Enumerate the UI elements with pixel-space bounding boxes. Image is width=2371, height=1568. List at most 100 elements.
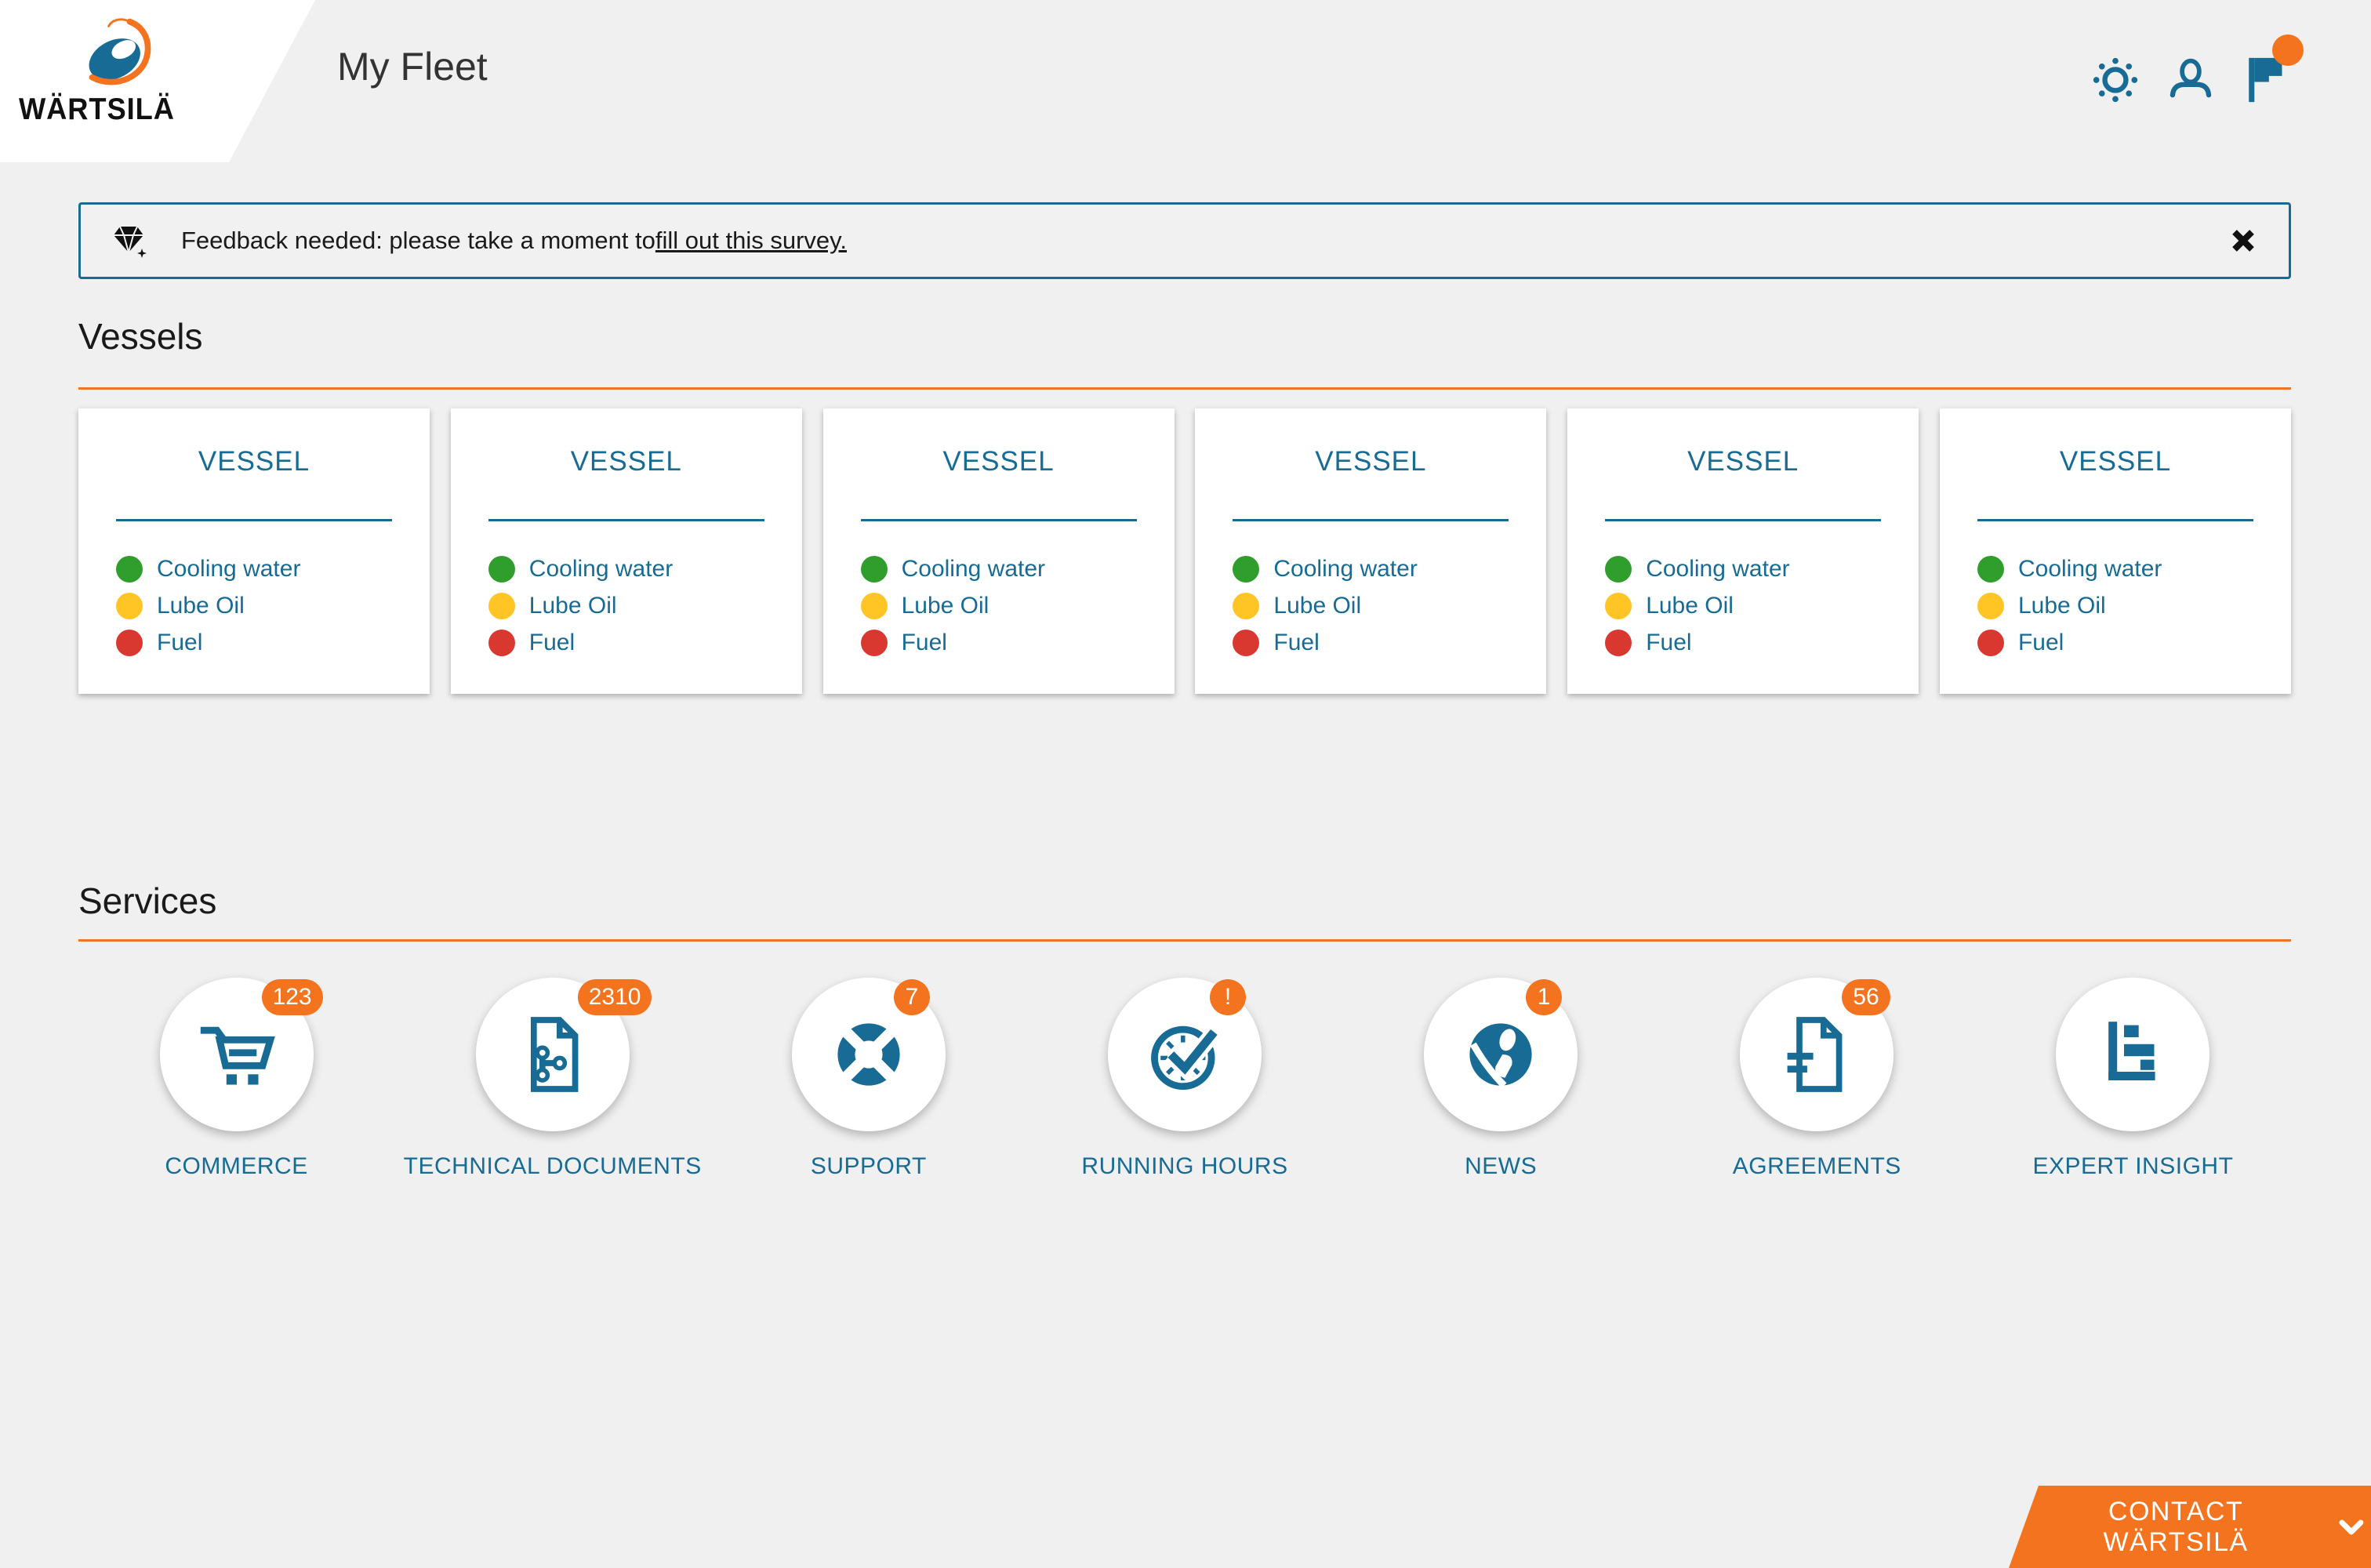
user-icon — [2169, 58, 2212, 98]
vessel-divider — [1233, 519, 1509, 521]
notification-dot-badge — [2272, 34, 2304, 66]
services-heading: Services — [78, 880, 217, 921]
vessel-card[interactable]: VESSEL Cooling water Lube Oil Fuel — [1939, 408, 2291, 694]
status-dot-fuel — [116, 630, 143, 656]
status-dot-lube-oil — [1605, 593, 1632, 619]
banner-message: Feedback needed: please take a moment to — [181, 227, 655, 254]
contact-wartsila-button[interactable]: CONTACT WÄRTSILÄ — [2009, 1486, 2371, 1568]
vessels-heading: Vessels — [78, 316, 203, 357]
service-label: TECHNICAL DOCUMENTS — [403, 1153, 702, 1179]
vessel-title: VESSEL — [1687, 446, 1799, 477]
services-rule — [78, 939, 2291, 942]
gantt-chart-icon — [2108, 1022, 2156, 1080]
brand-logo[interactable]: WÄRTSILÄ — [0, 0, 315, 162]
status-row: Lube Oil — [1233, 593, 1546, 619]
header-toolbar — [2090, 34, 2304, 105]
service-item-commerce[interactable]: 123 COMMERCE — [78, 978, 394, 1180]
status-dot-lube-oil — [860, 593, 888, 619]
status-dot-fuel — [1977, 630, 2004, 656]
status-dot-fuel — [488, 630, 515, 656]
wartsila-swirl-icon — [89, 18, 151, 85]
status-label: Lube Oil — [528, 593, 617, 619]
vessel-card[interactable]: VESSEL Cooling water Lube Oil Fuel — [78, 408, 430, 694]
status-label: Fuel — [1646, 630, 1692, 655]
vessel-card[interactable]: VESSEL Cooling water Lube Oil Fuel — [1195, 408, 1547, 694]
service-item-expert-insight[interactable]: EXPERT INSIGHT — [1975, 978, 2291, 1180]
service-item-running-hours[interactable]: ! RUNNING HOURS — [1026, 978, 1342, 1180]
vessel-title: VESSEL — [942, 446, 1055, 477]
brand-wordmark: WÄRTSILÄ — [19, 93, 175, 126]
vessel-card[interactable]: VESSEL Cooling water Lube Oil Fuel — [450, 408, 802, 694]
close-icon — [2232, 230, 2254, 252]
clock-check-icon — [1151, 1025, 1222, 1091]
status-label: Lube Oil — [901, 593, 989, 619]
user-button[interactable] — [2166, 55, 2216, 105]
service-label: EXPERT INSIGHT — [2032, 1153, 2234, 1179]
status-row: Lube Oil — [488, 593, 802, 619]
lifebuoy-icon — [837, 1023, 900, 1086]
services-section: Services 123 COMMERCE — [78, 880, 2291, 1180]
status-label: Fuel — [1273, 630, 1320, 655]
service-badge: 56 — [1842, 979, 1890, 1015]
vessel-divider — [116, 519, 392, 521]
service-circle — [159, 978, 314, 1131]
service-label: SUPPORT — [810, 1153, 927, 1179]
status-row: Fuel — [1605, 630, 1919, 656]
status-dot-cooling-water — [116, 556, 143, 583]
status-row: Fuel — [1233, 630, 1546, 656]
vessel-divider — [488, 519, 764, 521]
vessel-title: VESSEL — [2059, 446, 2172, 477]
status-label: Fuel — [528, 630, 576, 655]
service-item-news[interactable]: 1 NEWS — [1343, 978, 1659, 1180]
service-badge: 2310 — [577, 979, 652, 1015]
service-item-technical-documents[interactable]: 2310 TECHNICAL DOCUMENTS — [394, 978, 710, 1180]
status-row: Cooling water — [1233, 556, 1546, 583]
status-row: Fuel — [860, 630, 1175, 656]
status-dot-cooling-water — [1977, 556, 2004, 583]
vessel-divider — [1605, 519, 1882, 521]
vessel-title: VESSEL — [1315, 446, 1427, 477]
status-dot-cooling-water — [488, 556, 515, 583]
status-label: Fuel — [157, 630, 203, 655]
status-row: Lube Oil — [860, 593, 1175, 619]
service-label: AGREEMENTS — [1732, 1153, 1901, 1179]
vessel-card[interactable]: VESSEL Cooling water Lube Oil Fuel — [1567, 408, 1919, 694]
feedback-banner: Feedback needed: please take a moment to… — [78, 202, 2291, 279]
notifications-button[interactable] — [2241, 34, 2304, 105]
status-row: Lube Oil — [116, 593, 430, 619]
status-label: Lube Oil — [2017, 593, 2106, 619]
document-circuit-icon — [530, 1017, 579, 1092]
status-row: Lube Oil — [1605, 593, 1919, 619]
status-dot-lube-oil — [1233, 593, 1260, 619]
service-badge: 1 — [1526, 979, 1563, 1015]
status-row: Fuel — [1977, 630, 2291, 656]
status-row: Fuel — [116, 630, 430, 656]
survey-link[interactable]: fill out this survey. — [655, 227, 847, 254]
status-dot-fuel — [860, 630, 888, 656]
document-lines-icon — [1787, 1017, 1843, 1092]
banner-close-button[interactable] — [2226, 223, 2260, 258]
status-row: Cooling water — [488, 556, 802, 583]
status-label: Cooling water — [1273, 556, 1418, 582]
service-label: RUNNING HOURS — [1081, 1153, 1288, 1179]
status-label: Lube Oil — [1646, 593, 1734, 619]
settings-button[interactable] — [2090, 55, 2140, 105]
status-dot-fuel — [1605, 630, 1632, 656]
status-label: Fuel — [901, 630, 947, 655]
globe-icon — [1469, 1023, 1532, 1088]
vessel-card[interactable]: VESSEL Cooling water Lube Oil Fuel — [822, 408, 1175, 694]
service-badge: ! — [1209, 979, 1246, 1015]
status-label: Lube Oil — [1273, 593, 1362, 619]
page-title: My Fleet — [337, 45, 488, 89]
status-row: Cooling water — [1605, 556, 1919, 583]
status-row: Cooling water — [116, 556, 430, 583]
chevron-down-icon — [2339, 1519, 2364, 1534]
service-item-support[interactable]: 7 SUPPORT — [710, 978, 1026, 1180]
vessel-divider — [1977, 519, 2253, 521]
status-label: Cooling water — [901, 556, 1046, 582]
contact-label: CONTACT WÄRTSILÄ — [2103, 1496, 2249, 1557]
service-item-agreements[interactable]: 56 AGREEMENTS — [1659, 978, 1975, 1180]
status-dot-lube-oil — [488, 593, 515, 619]
status-label: Cooling water — [1646, 556, 1790, 582]
status-label: Cooling water — [157, 556, 301, 582]
